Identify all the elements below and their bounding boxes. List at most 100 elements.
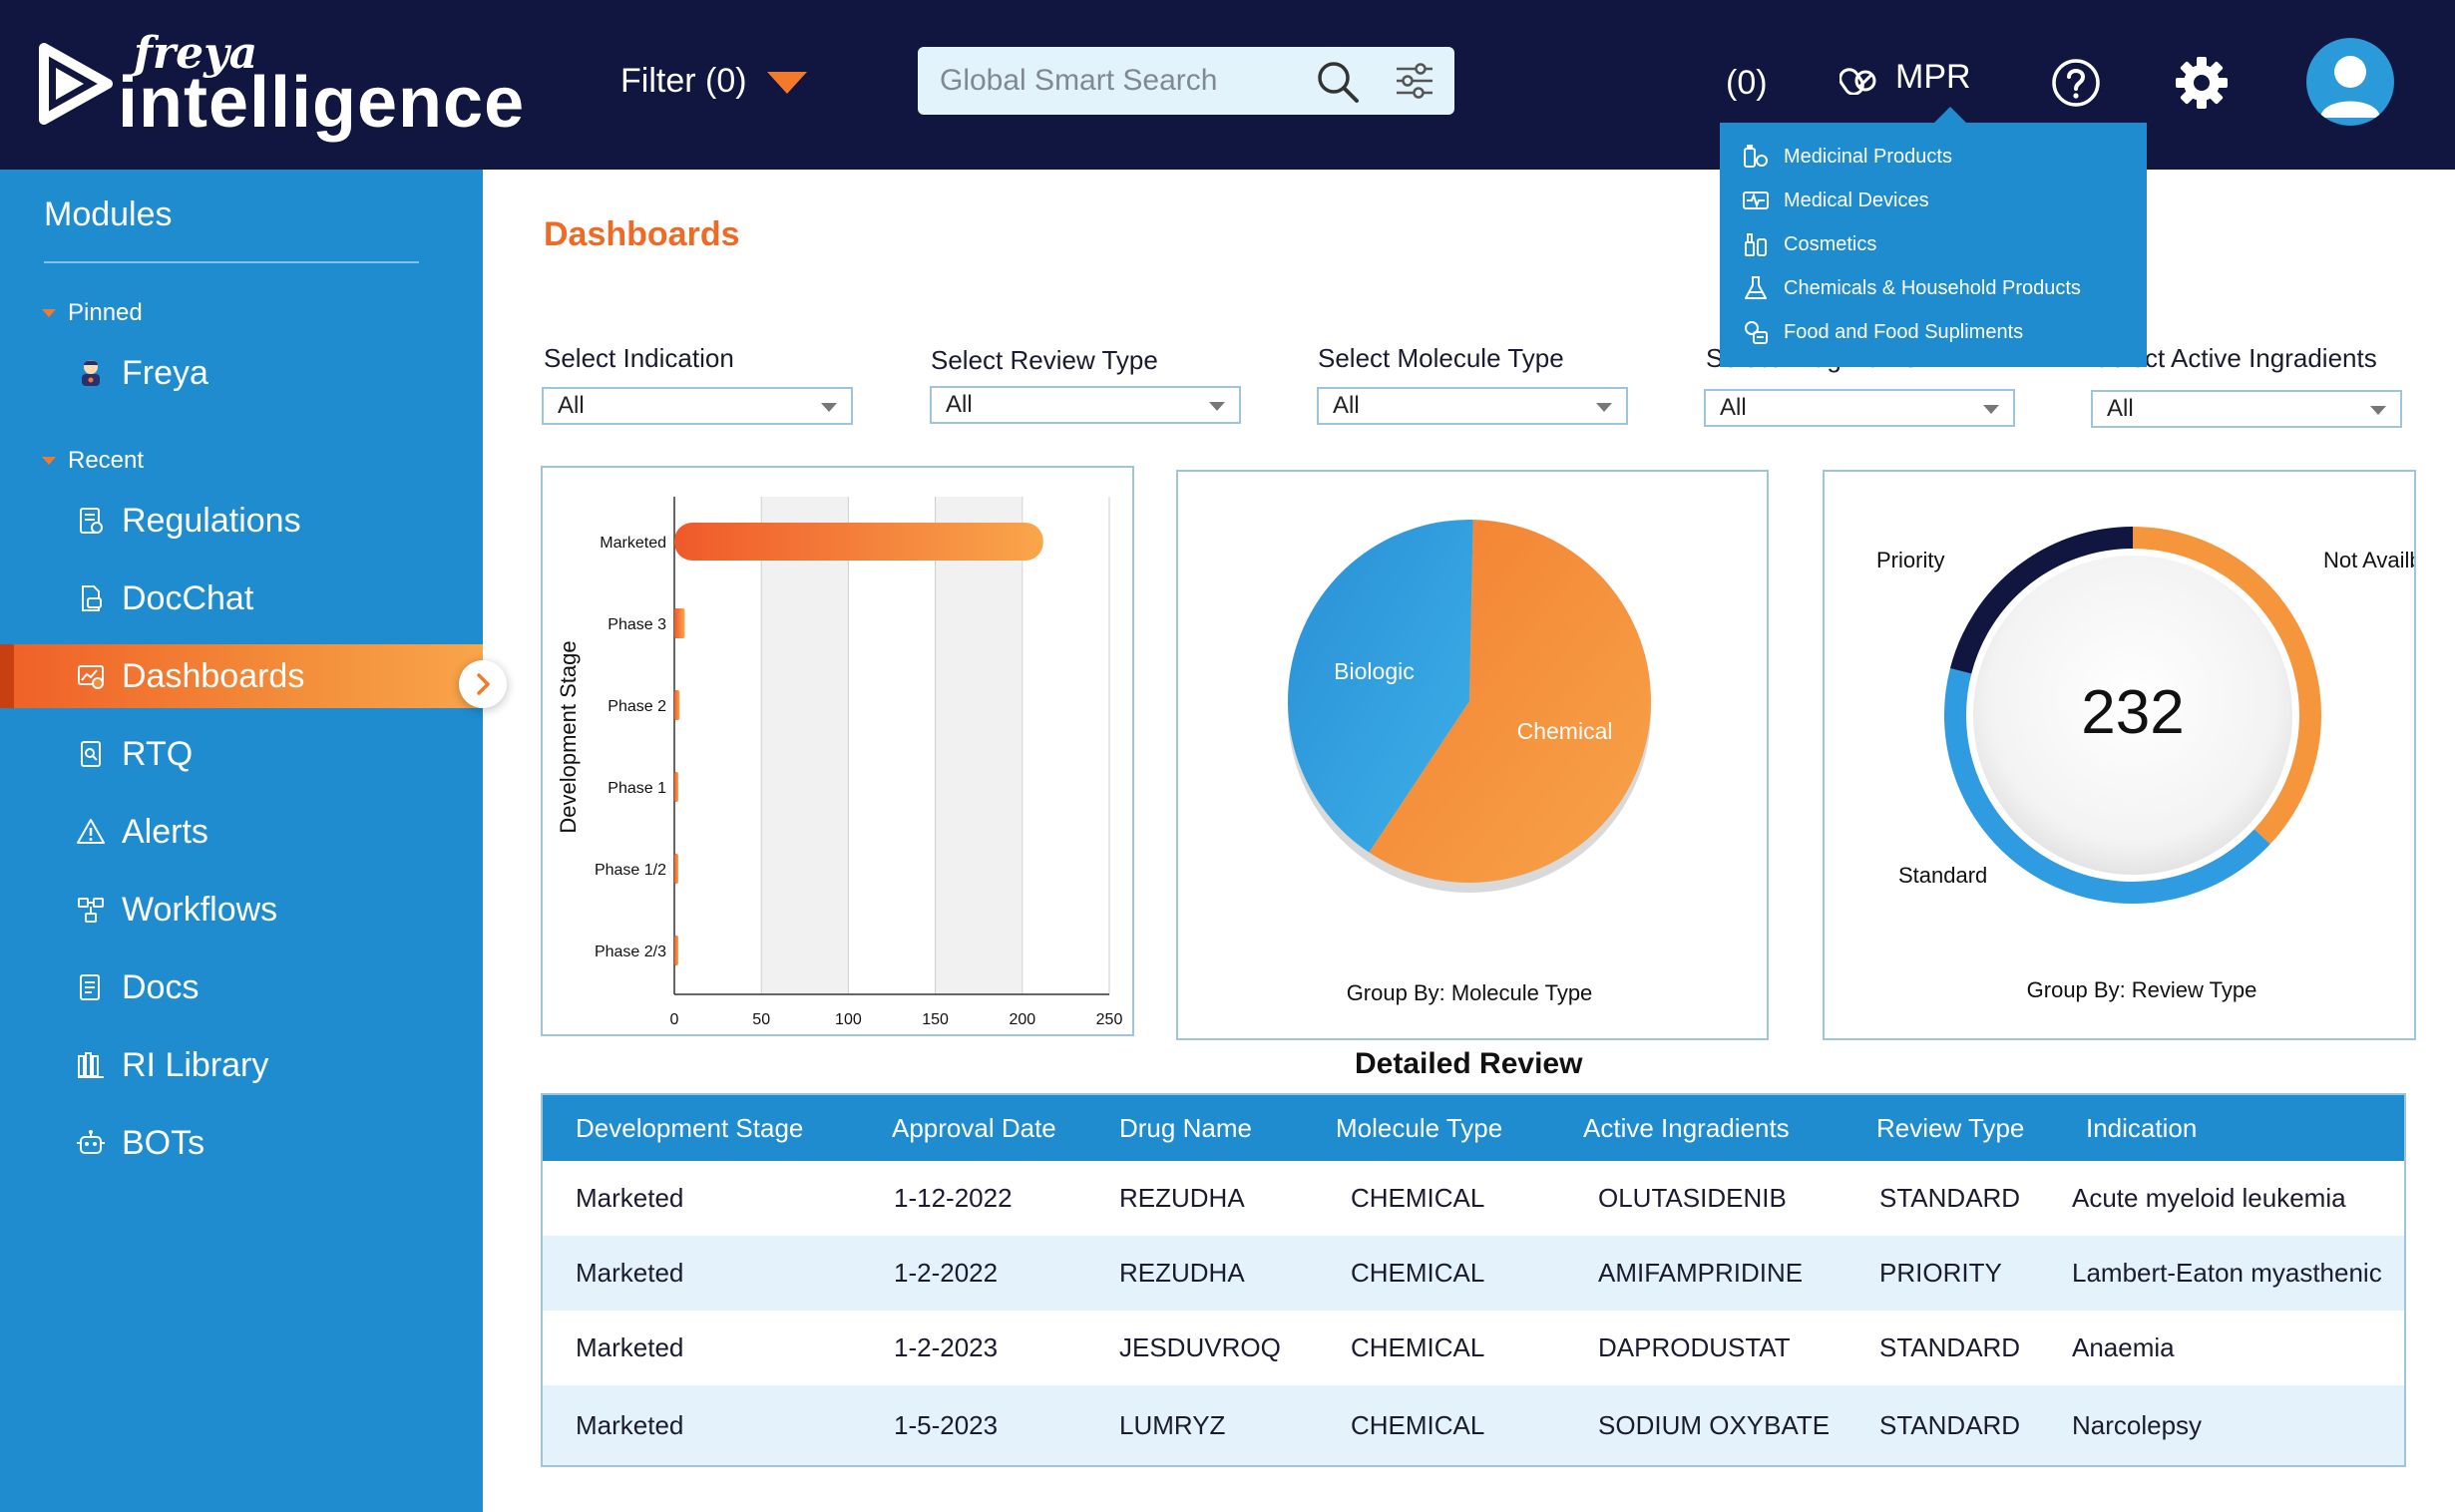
column-header[interactable]: Molecule Type	[1336, 1113, 1503, 1143]
table-cell: SODIUM OXYBATE	[1598, 1410, 1831, 1440]
pie-footer: Group By: Molecule Type	[1347, 980, 1593, 1005]
donut-segment-priority[interactable]	[1949, 527, 2134, 674]
development-stage-bar-chart: Marketed Phase 3 Phase 2 Phase 1 Phase 1/2 Ph…	[556, 497, 1122, 1028]
sidebar-item-alerts[interactable]: Alerts	[0, 800, 483, 864]
filter-settings-icon[interactable]	[1395, 61, 1434, 101]
bar-phase-3[interactable]	[674, 608, 685, 638]
sidebar-item-workflows[interactable]: Workflows	[0, 878, 483, 942]
select-value: All	[1720, 394, 1747, 421]
sidebar-collapse-button[interactable]	[459, 660, 507, 708]
pie-slice-chemical[interactable]	[1369, 520, 1651, 883]
menu-item-label: Medicinal Products	[1784, 145, 1952, 168]
table-cell: CHEMICAL	[1351, 1410, 1485, 1440]
table-cell: REZUDHA	[1119, 1183, 1245, 1213]
table-row[interactable]: Marketed 1-2-2023 JESDUVROQ CHEMICAL DAPRODU…	[543, 1311, 2404, 1385]
table-cell: STANDARD	[1879, 1183, 2021, 1213]
robot-assistant-icon	[82, 360, 100, 386]
column-header[interactable]: Development Stage	[576, 1113, 804, 1143]
chevron-down-icon	[1596, 403, 1612, 412]
column-header[interactable]: Review Type	[1876, 1113, 2025, 1143]
sidebar-item-label: Regulations	[122, 501, 301, 540]
logo[interactable]: freya intelligence	[38, 28, 524, 143]
category-label: Marketed	[600, 535, 666, 552]
active-ingredients-select[interactable]: All	[2091, 390, 2402, 428]
donut-label: Not Availble	[2323, 548, 2414, 572]
recent-section-toggle[interactable]: Recent	[42, 447, 144, 475]
donut-footer: Group By: Review Type	[2027, 977, 2257, 1002]
table-cell: Marketed	[576, 1258, 684, 1288]
column-header[interactable]: Approval Date	[892, 1113, 1056, 1143]
mpr-label: MPR	[1895, 58, 1971, 96]
avatar[interactable]	[2306, 38, 2394, 126]
sidebar-item-label: Docs	[122, 967, 200, 1006]
table-row[interactable]: Marketed 1-5-2023 LUMRYZ CHEMICAL SODIUM OXY…	[543, 1385, 2404, 1465]
table-cell: Narcolepsy	[2072, 1410, 2203, 1440]
menu-item-medicinal-products[interactable]: Medicinal Products	[1720, 135, 2147, 179]
sidebar-item-dashboards[interactable]: Dashboards	[0, 644, 483, 708]
chevron-down-icon	[821, 403, 837, 412]
menu-item-label: Cosmetics	[1784, 232, 1877, 255]
development-stage-chart-card: Marketed Phase 3 Phase 2 Phase 1 Phase 1/2 Ph…	[541, 466, 1134, 1036]
chevron-right-icon	[477, 673, 490, 695]
sidebar-item-ri-library[interactable]: RI Library	[0, 1033, 483, 1097]
molecule-type-select[interactable]: All	[1317, 387, 1628, 425]
sidebar-item-freya[interactable]: Freya	[0, 341, 483, 405]
table-cell: CHEMICAL	[1351, 1332, 1485, 1362]
device-icon	[1743, 191, 1769, 209]
column-header[interactable]: Drug Name	[1119, 1113, 1252, 1143]
search-icon[interactable]	[1315, 59, 1361, 105]
table-row[interactable]: Marketed 1-2-2022 REZUDHA CHEMICAL AMIFAMPRI…	[543, 1236, 2404, 1311]
pie-slice-biologic[interactable]	[1288, 520, 1473, 853]
bar-marketed[interactable]	[674, 523, 1043, 561]
table-cell: STANDARD	[1879, 1410, 2021, 1440]
indication-select[interactable]: All	[542, 387, 853, 425]
donut-center	[1973, 556, 2292, 875]
review-type-chart-card: 232 Not Availble Standard Priority Group B…	[1823, 470, 2439, 1040]
category-label: Phase 3	[608, 616, 666, 633]
donut-label: Standard	[1898, 863, 1987, 888]
donut-segment-not-availble[interactable]	[2132, 527, 2321, 845]
sidebar-item-bots[interactable]: BOTs	[0, 1111, 483, 1175]
menu-item-chemicals-household[interactable]: Chemicals & Household Products	[1720, 266, 2147, 310]
donut-segment-standard[interactable]	[1944, 668, 2270, 904]
sidebar-item-label: Dashboards	[122, 656, 305, 695]
user-icon	[2320, 56, 2380, 118]
sidebar-item-rtq[interactable]: RTQ	[0, 722, 483, 786]
x-tick-label: 50	[752, 1011, 770, 1028]
bar-phase-2-3[interactable]	[674, 936, 678, 965]
select-value: All	[2107, 395, 2134, 422]
drug-name-select[interactable]: All	[1704, 389, 2015, 427]
gear-icon[interactable]	[2175, 56, 2229, 110]
menu-item-food-supplements[interactable]: Food and Food Supliments	[1720, 310, 2147, 354]
table-body: Marketed 1-12-2022 REZUDHA CHEMICAL OLUTASID…	[543, 1161, 2404, 1465]
menu-item-medical-devices[interactable]: Medical Devices	[1720, 179, 2147, 222]
sidebar-title: Modules	[44, 195, 173, 233]
bar-phase-1[interactable]	[674, 772, 678, 802]
pinned-section-toggle[interactable]: Pinned	[42, 299, 143, 327]
logo-word-top: freya	[134, 28, 258, 79]
filter-button[interactable]: Filter (0)	[620, 56, 807, 106]
sidebar-item-docchat[interactable]: DocChat	[0, 567, 483, 630]
page-title: Dashboards	[544, 215, 740, 253]
chevron-down-icon	[2370, 406, 2386, 415]
sidebar-item-docs[interactable]: Docs	[0, 955, 483, 1019]
x-tick-label: 0	[670, 1011, 679, 1028]
search-input[interactable]	[940, 47, 1299, 115]
notification-count[interactable]: (0)	[1726, 64, 1768, 102]
logo-word-main: intelligence	[118, 63, 526, 143]
top-header: freya intelligence Filter (0) (0) MPR	[0, 0, 2455, 170]
sidebar-item-regulations[interactable]: Regulations	[0, 489, 483, 553]
bar-phase-1-2[interactable]	[674, 854, 678, 884]
filter-label: Filter (0)	[620, 61, 747, 100]
column-header[interactable]: Active Ingradients	[1583, 1113, 1790, 1143]
detailed-review-table: Development Stage Approval Date Drug Name M…	[541, 1093, 2406, 1467]
mpr-menu-button[interactable]: MPR	[1840, 58, 1971, 97]
sidebar-item-label: Freya	[122, 353, 208, 392]
help-icon[interactable]	[2051, 58, 2101, 108]
bar-phase-2[interactable]	[674, 690, 680, 720]
column-header[interactable]: Indication	[2086, 1113, 2198, 1143]
table-row[interactable]: Marketed 1-12-2022 REZUDHA CHEMICAL OLUTASID…	[543, 1161, 2404, 1236]
docchat-icon	[82, 585, 102, 611]
menu-item-cosmetics[interactable]: Cosmetics	[1720, 222, 2147, 266]
review-type-select[interactable]: All	[930, 386, 1241, 424]
